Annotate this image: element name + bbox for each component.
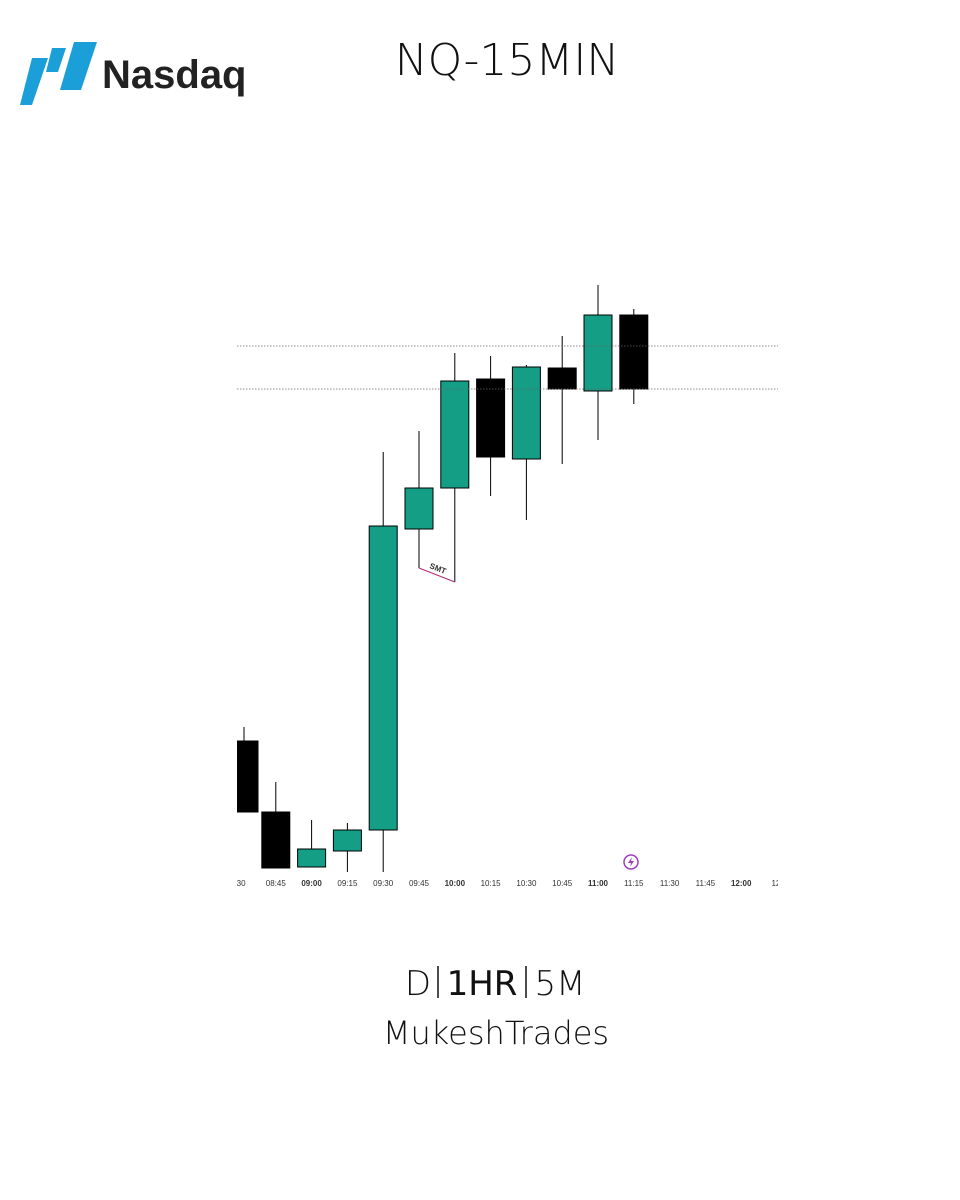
- x-tick-label: 11:00: [588, 879, 609, 888]
- plot: :30 08:45 09:00 09:15 09:30 09:45 10:00 10:15 10…: [234, 285, 782, 888]
- candle-body: [583, 314, 613, 392]
- x-tick-label: :30: [234, 879, 246, 888]
- x-tick-label: 09:00: [301, 879, 322, 888]
- x-tick-label: 12:: [771, 879, 782, 888]
- candle-body: [404, 487, 434, 530]
- x-tick-label: 09:15: [337, 879, 358, 888]
- x-tick-label: 08:45: [266, 879, 287, 888]
- x-tick-label: 11:45: [696, 879, 716, 888]
- x-tick-label: 11:30: [660, 879, 680, 888]
- candle-body: [440, 380, 470, 489]
- x-tick-label: 12:00: [731, 879, 752, 888]
- x-tick-label: 10:00: [445, 879, 466, 888]
- x-tick-label: 09:30: [373, 879, 394, 888]
- candle-body: [476, 378, 506, 458]
- author: MukeshTrades: [383, 1014, 609, 1052]
- candle-body: [619, 314, 649, 390]
- x-tick-label: 09:45: [409, 879, 430, 888]
- candle-body: [547, 367, 577, 390]
- x-tick-label: 10:30: [516, 879, 537, 888]
- event-icon: [623, 854, 639, 870]
- smt-line: [418, 567, 456, 583]
- x-tick-label: 10:15: [481, 879, 502, 888]
- chart-title: NQ-15MIN: [395, 35, 620, 86]
- timeframe: D: [405, 964, 431, 1004]
- candle-body: [332, 829, 362, 852]
- x-tick-label: 11:15: [624, 879, 644, 888]
- logo: Nasdaq: [20, 42, 247, 105]
- candle-body: [297, 848, 327, 868]
- candle-body: [368, 525, 398, 831]
- candle-body: [261, 811, 291, 869]
- annotation: SMT: [428, 561, 447, 576]
- x-tick-label: 10:45: [552, 879, 573, 888]
- timeframe-active: 1HR: [447, 964, 518, 1004]
- timeframe: 5M: [535, 964, 586, 1004]
- candle-body: [237, 740, 259, 813]
- candle-body: [511, 366, 541, 460]
- logo-text: Nasdaq: [102, 53, 247, 97]
